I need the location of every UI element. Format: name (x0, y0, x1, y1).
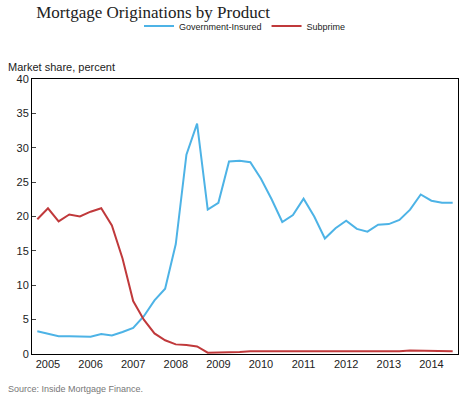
svg-text:2007: 2007 (121, 358, 145, 370)
svg-text:2006: 2006 (78, 358, 102, 370)
svg-text:2013: 2013 (377, 358, 401, 370)
svg-text:Subprime: Subprime (307, 22, 346, 32)
svg-text:2009: 2009 (206, 358, 230, 370)
svg-text:25: 25 (17, 176, 29, 188)
svg-text:5: 5 (23, 313, 29, 325)
svg-text:Source: Inside Mortgage Financ: Source: Inside Mortgage Finance. (8, 384, 143, 394)
svg-text:35: 35 (17, 107, 29, 119)
svg-text:2005: 2005 (36, 358, 60, 370)
svg-text:2011: 2011 (292, 358, 316, 370)
svg-text:20: 20 (17, 210, 29, 222)
svg-text:2010: 2010 (249, 358, 273, 370)
svg-text:15: 15 (17, 245, 29, 257)
svg-text:2012: 2012 (334, 358, 358, 370)
svg-text:Government-Insured: Government-Insured (179, 22, 262, 32)
svg-text:2008: 2008 (164, 358, 188, 370)
svg-text:Mortgage Originations by Produ: Mortgage Originations by Product (36, 3, 270, 22)
svg-text:2014: 2014 (419, 358, 443, 370)
svg-text:40: 40 (17, 73, 29, 85)
svg-text:30: 30 (17, 142, 29, 154)
svg-text:10: 10 (17, 279, 29, 291)
svg-text:0: 0 (23, 348, 29, 360)
svg-text:Market share, percent: Market share, percent (8, 61, 115, 73)
